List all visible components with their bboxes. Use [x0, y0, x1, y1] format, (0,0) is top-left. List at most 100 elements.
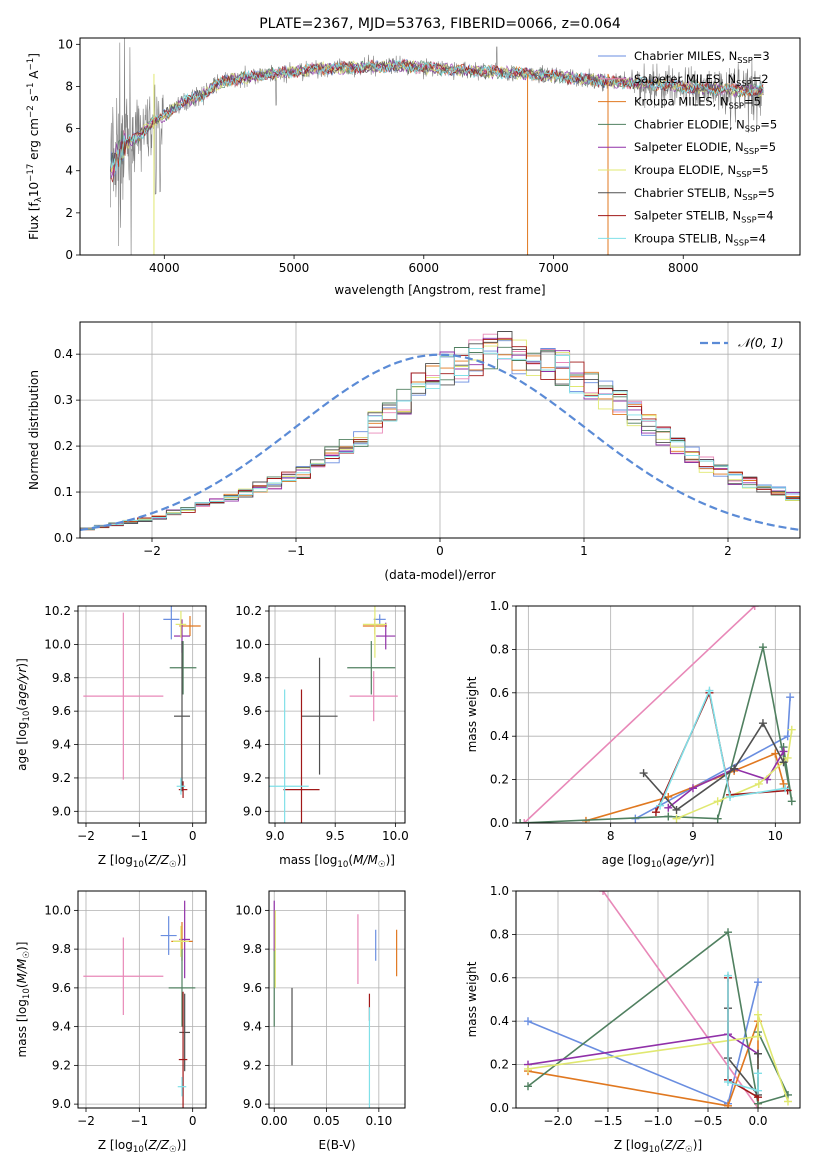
legend-entry: 𝒩(0, 1) [738, 335, 784, 350]
label-part: ( [660, 1138, 665, 1152]
y-tick-label: 6 [65, 122, 73, 136]
label-part: =5 [758, 186, 775, 200]
label-part: Z/Z [148, 853, 170, 867]
label-part: ☉ [169, 1145, 177, 1155]
y-axis-label: mass weight [465, 676, 479, 752]
label-part: Kroupa STELIB, N [634, 231, 734, 245]
weight-marker [520, 819, 529, 823]
x-axis-label: (data-model)/error [384, 568, 495, 582]
label-part: age/yr [15, 666, 29, 705]
weight-marker [726, 792, 735, 801]
errorbar-kroupa-stelib [176, 777, 186, 795]
x-tick-label: 0 [436, 544, 444, 558]
label-part: Chabrier STELIB, N [634, 186, 742, 200]
label-part: age [log [602, 853, 651, 867]
errorbar-salpeter-stelib [178, 781, 188, 798]
y-tick-label: 9.6 [243, 981, 262, 995]
label-part: =2 [752, 72, 769, 86]
x-tick-label: 2 [724, 544, 732, 558]
label-part: ( [15, 706, 29, 711]
axes-frame [77, 890, 207, 1109]
y-tick-label: 0.6 [490, 686, 509, 700]
y-axis-label: mass [log10(M/M☉)] [15, 942, 32, 1058]
weight-line [585, 752, 785, 822]
axes-frame [268, 605, 406, 824]
errorbar-kroupa-stelib [177, 1077, 187, 1097]
label-part: =4 [749, 231, 766, 245]
label-part: SSP [729, 101, 744, 111]
x-tick-label: −2 [77, 829, 95, 843]
y-tick-label: 9.2 [52, 1058, 71, 1072]
label-part: mass [log [15, 999, 29, 1057]
weight-marker [664, 812, 673, 821]
weight-marker [724, 1077, 732, 1086]
y-tick-label: 0.2 [490, 773, 509, 787]
label-part: mass [log [279, 853, 337, 867]
histogram-kroupa-stelib [80, 348, 800, 538]
y-tick-label: 9.4 [52, 738, 71, 752]
y-tick-label: 9.8 [52, 942, 71, 956]
y-tick-label: 9.0 [52, 804, 71, 818]
axes-mass-weight-vs-Z: −2.0 −1.5 −1.0 −0.5 0.0 0.0 0.2 0.4 0.6 0.8 1.0 [490, 884, 801, 1128]
label-part: )] [177, 853, 186, 867]
weight-line [523, 606, 756, 823]
chart-title: PLATE=2367, MJD=53763, FIBERID=0066, z=0… [259, 16, 621, 32]
weight-marker [783, 753, 792, 762]
axes-frame [79, 37, 801, 256]
x-axis-label: mass [log10(M/M☉)] [279, 853, 395, 870]
errorbar-kroupa-elodie [172, 925, 189, 957]
errorbar-salpeter-elodie [376, 622, 396, 650]
weight-marker [787, 725, 796, 734]
label-part: Salpeter STELIB, N [634, 209, 741, 223]
label-part: =5 [752, 163, 769, 177]
y-tick-label: 10.0 [44, 637, 71, 651]
weight-line [520, 646, 793, 823]
y-tick-label: 9.4 [52, 1020, 71, 1034]
x-tick-label: 0.0 [748, 1114, 767, 1128]
weight-marker [724, 928, 732, 937]
y-tick-label: 0.6 [490, 971, 509, 985]
y-tick-label: 9.4 [243, 1020, 262, 1034]
y-tick-label: 0.4 [490, 729, 509, 743]
label-part: erg cm [27, 118, 41, 164]
weight-marker [779, 779, 788, 788]
weight-marker [516, 819, 525, 823]
weight-marker [724, 971, 732, 980]
y-axis-label: age [log10(age/yr)] [15, 658, 32, 771]
errorbar-kroupa-elodie [175, 611, 187, 638]
x-tick-label: 5000 [279, 261, 310, 275]
errorbar-salpeter-stelib [178, 991, 188, 1108]
label-part: )] [386, 853, 395, 867]
label-part: s [27, 95, 41, 105]
label-part: )] [705, 853, 714, 867]
label-part: 10 [22, 711, 32, 722]
errorbar-chabrier-elodie [168, 949, 196, 1027]
x-tick-label: 1 [580, 544, 588, 558]
errorbar-chabrier-stelib [179, 993, 190, 1072]
weight-line [659, 687, 786, 806]
label-part: ☉ [22, 951, 32, 959]
legend-entry: Chabrier ELODIE, NSSP=5 [634, 117, 777, 133]
plot-area [524, 891, 792, 1108]
label-part: ( [144, 1138, 149, 1152]
label-part: )] [15, 658, 29, 667]
weight-line [602, 891, 759, 1108]
weight-series-salpeter-miles [520, 606, 759, 823]
label-part: 10 [337, 860, 348, 870]
label-part: ( [348, 853, 353, 867]
weight-line [727, 975, 759, 1092]
y-tick-label: 0.3 [54, 393, 73, 407]
legend-entry: Kroupa STELIB, NSSP=4 [634, 231, 766, 247]
label-part: Z [log [98, 853, 133, 867]
x-tick-label: 7000 [538, 261, 569, 275]
y-tick-label: 0.1 [54, 485, 73, 499]
y-tick-label: 2 [65, 206, 73, 220]
x-axis-label: Z [log10(Z/Z☉)] [614, 1138, 702, 1155]
y-axis-label: Flux [fλ10−17 erg cm−2 s−1 A−1] [26, 53, 44, 240]
weight-marker [754, 1032, 762, 1041]
axes-mass-vs-Z: −2 −1 0 9.0 9.2 9.4 9.6 9.8 10.0 [44, 890, 207, 1128]
label-part: SSP [736, 78, 751, 88]
plot-area [273, 900, 398, 1108]
y-tick-label: 0.2 [490, 1058, 509, 1072]
